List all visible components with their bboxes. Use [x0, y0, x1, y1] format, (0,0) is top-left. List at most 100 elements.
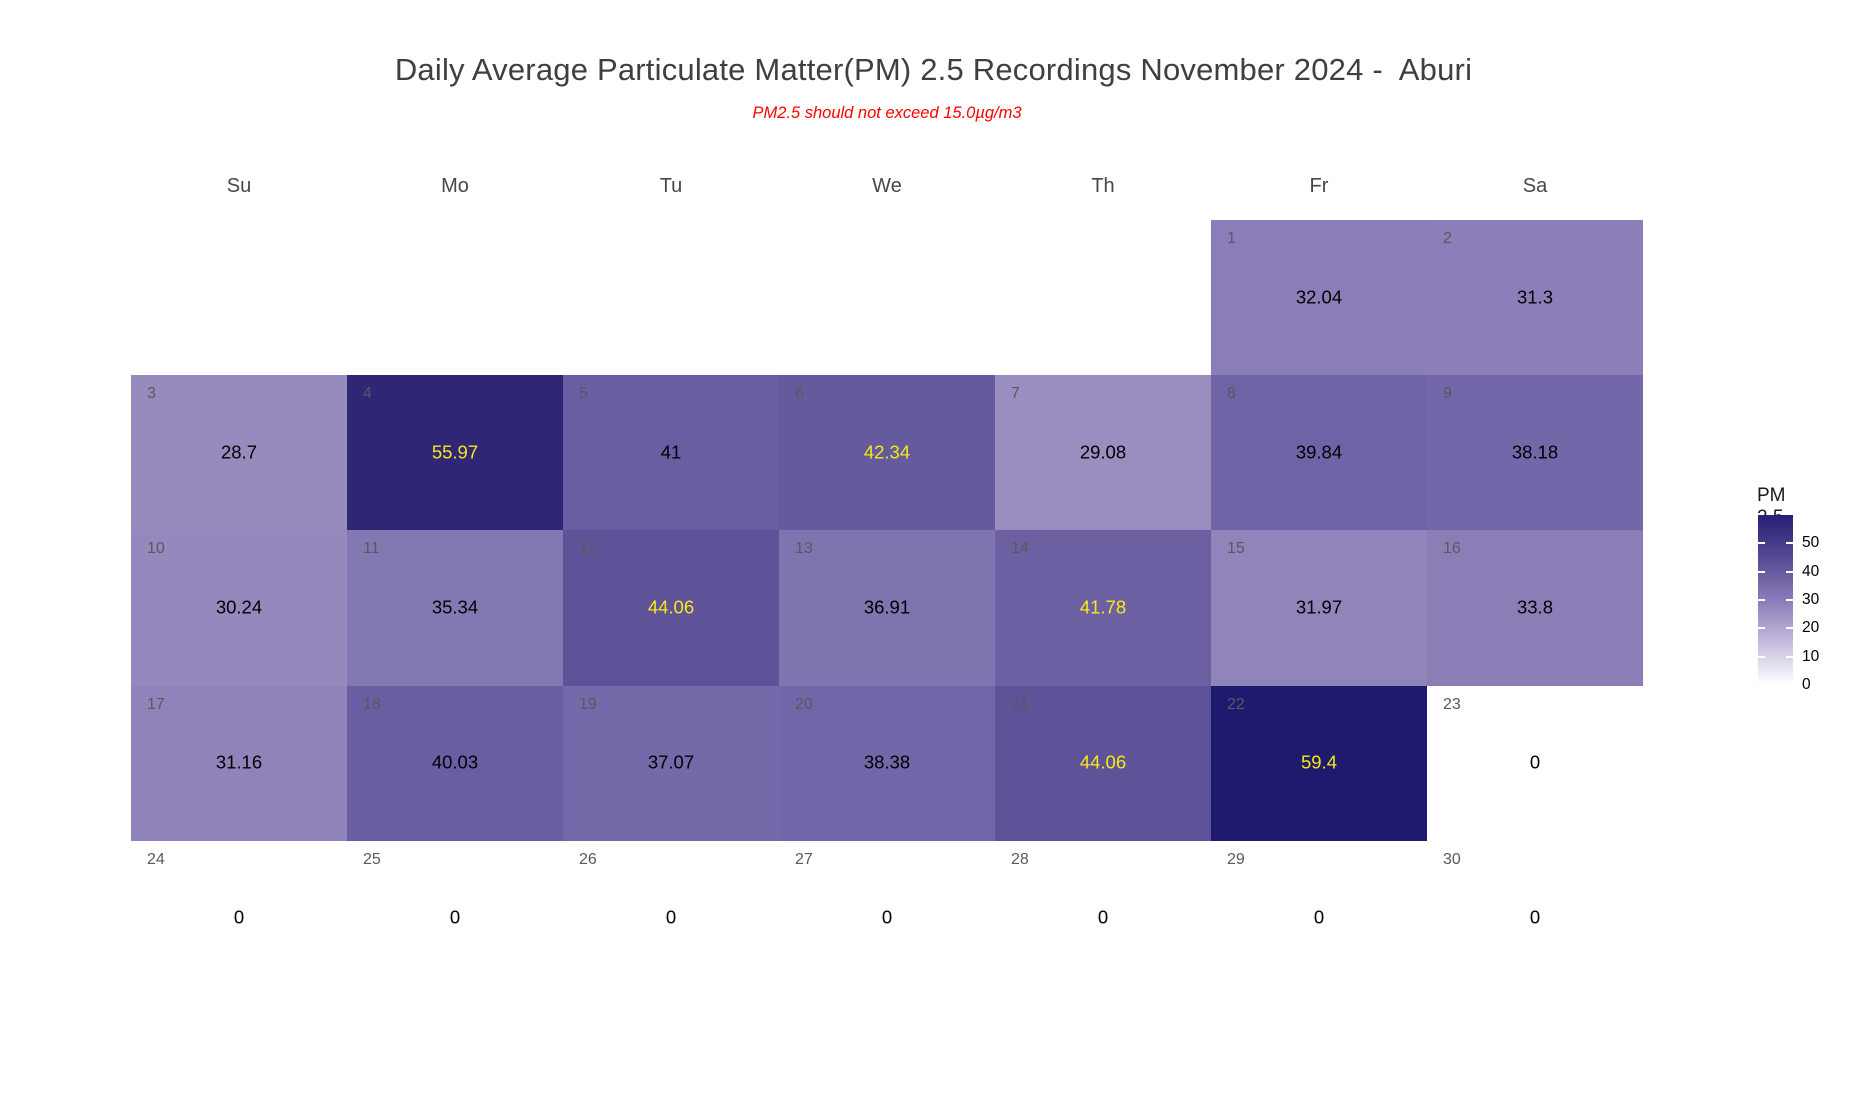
calendar-cell-day-23: 23 0: [1427, 685, 1643, 841]
cell-value: 41.78: [1079, 596, 1127, 618]
day-number: 12: [579, 540, 597, 558]
calendar-cell-day-17: 17 31.16: [131, 685, 347, 841]
day-number: 19: [579, 695, 597, 713]
cell-value: 41: [660, 441, 682, 463]
weekday-header-su: Su: [226, 175, 252, 197]
cell-value: 42.34: [863, 441, 911, 463]
day-number: 7: [1011, 385, 1020, 403]
day-number: 18: [363, 695, 381, 713]
day-number: 24: [147, 850, 165, 868]
cell-value: 30.24: [215, 596, 263, 618]
legend-tick-label: 20: [1802, 619, 1820, 637]
calendar-cell-day-13: 13 36.91: [779, 530, 995, 686]
day-number: 28: [1011, 850, 1029, 868]
legend-tick-mark: [1786, 542, 1793, 545]
cell-value: 33.8: [1516, 596, 1553, 618]
cell-value: 38.38: [863, 751, 911, 773]
calendar-cell-day-22: 22 59.4: [1211, 685, 1427, 841]
calendar-cell-day-15: 15 31.97: [1211, 530, 1427, 686]
day-number: 9: [1443, 385, 1452, 403]
legend-tick-mark: [1786, 599, 1793, 601]
cell-value: 0: [1313, 906, 1325, 928]
calendar-heatmap-grid: 1 32.04 2 31.3 3 28.7 4 55.97 5 41 6 42.34 7 29.08 8 39…: [131, 220, 1643, 996]
cell-value: 44.06: [647, 596, 695, 618]
day-number: 23: [1443, 695, 1461, 713]
cell-value: 39.84: [1295, 441, 1343, 463]
day-number: 21: [1011, 695, 1029, 713]
legend-tick-label: 30: [1802, 591, 1820, 608]
cell-value: 59.4: [1300, 751, 1337, 773]
day-number: 5: [579, 385, 588, 403]
calendar-cell-day-4: 4 55.97: [347, 375, 563, 531]
cell-value: 0: [665, 906, 677, 928]
day-number: 6: [795, 385, 804, 403]
legend-tick-mark: [1786, 627, 1793, 630]
calendar-cell-day-29: 29 0: [1211, 840, 1427, 996]
calendar-cell-day-30: 30 0: [1427, 840, 1643, 996]
day-number: 2: [1443, 230, 1452, 247]
day-number: 15: [1227, 540, 1245, 558]
cell-value: 0: [881, 906, 893, 928]
day-number: 1: [1227, 230, 1236, 247]
legend-tick-mark: [1786, 570, 1793, 573]
day-number: 30: [1443, 850, 1461, 868]
cell-value: 31.97: [1295, 596, 1343, 618]
legend-tick-mark: [1758, 684, 1765, 686]
weekday-header-sa: Sa: [1522, 175, 1548, 197]
calendar-cell-day-21: 21 44.06: [995, 685, 1211, 841]
calendar-cell-day-7: 7 29.08: [995, 375, 1211, 531]
legend-tick-label: 0: [1802, 676, 1811, 693]
legend-tick-mark: [1758, 655, 1765, 658]
day-number: 11: [363, 540, 380, 558]
day-number: 22: [1227, 695, 1245, 713]
cell-value: 0: [1529, 906, 1541, 928]
calendar-cell-day-2: 2 31.3: [1427, 220, 1643, 376]
legend-tick-label: 10: [1802, 647, 1820, 665]
calendar-cell-day-24: 24 0: [131, 840, 347, 996]
calendar-cell-day-20: 20 38.38: [779, 685, 995, 841]
cell-value: 32.04: [1295, 286, 1343, 308]
legend-tick-mark: [1786, 655, 1793, 658]
day-number: 20: [795, 695, 813, 713]
day-number: 13: [795, 540, 813, 558]
day-number: 27: [795, 850, 813, 868]
weekday-header-row: Su Mo Tu We Th Fr Sa: [131, 172, 1643, 200]
weekday-header-tu: Tu: [659, 175, 683, 197]
calendar-cell-day-28: 28 0: [995, 840, 1211, 996]
calendar-cell-day-5: 5 41: [563, 375, 779, 531]
cell-value: 28.7: [220, 441, 257, 463]
cell-value: 29.08: [1079, 441, 1127, 463]
calendar-cell-day-11: 11 35.34: [347, 530, 563, 686]
cell-value: 40.03: [431, 751, 479, 773]
calendar-cell-day-25: 25 0: [347, 840, 563, 996]
legend-tick-mark: [1758, 542, 1765, 545]
day-number: 16: [1443, 540, 1461, 558]
day-number: 17: [147, 695, 165, 713]
chart-subtitle: PM2.5 should not exceed 15.0µg/m3: [752, 104, 1022, 122]
cell-value: 36.91: [863, 596, 911, 618]
calendar-cell-day-16: 16 33.8: [1427, 530, 1643, 686]
calendar-cell-day-19: 19 37.07: [563, 685, 779, 841]
legend-tick-mark: [1758, 570, 1765, 573]
day-number: 14: [1011, 540, 1029, 558]
calendar-cell-day-27: 27 0: [779, 840, 995, 996]
cell-value: 0: [1529, 751, 1541, 773]
cell-value: 31.3: [1516, 286, 1553, 308]
chart-title: Daily Average Particulate Matter(PM) 2.5…: [394, 52, 1473, 87]
weekday-header-mo: Mo: [441, 175, 469, 197]
day-number: 8: [1227, 385, 1236, 403]
cell-value: 0: [1097, 906, 1109, 928]
cell-value: 37.07: [647, 751, 695, 773]
calendar-cell-day-10: 10 30.24: [131, 530, 347, 686]
cell-value: 44.06: [1079, 751, 1127, 773]
legend-tick-label: 40: [1802, 562, 1820, 580]
calendar-cell-day-26: 26 0: [563, 840, 779, 996]
calendar-cell-day-8: 8 39.84: [1211, 375, 1427, 531]
calendar-cell-day-9: 9 38.18: [1427, 375, 1643, 531]
day-number: 3: [147, 385, 156, 403]
day-number: 10: [147, 540, 165, 558]
calendar-cell-day-1: 1 32.04: [1211, 220, 1427, 376]
cell-value: 55.97: [431, 441, 479, 463]
calendar-cell-day-3: 3 28.7: [131, 375, 347, 531]
weekday-header-we: We: [872, 175, 902, 197]
